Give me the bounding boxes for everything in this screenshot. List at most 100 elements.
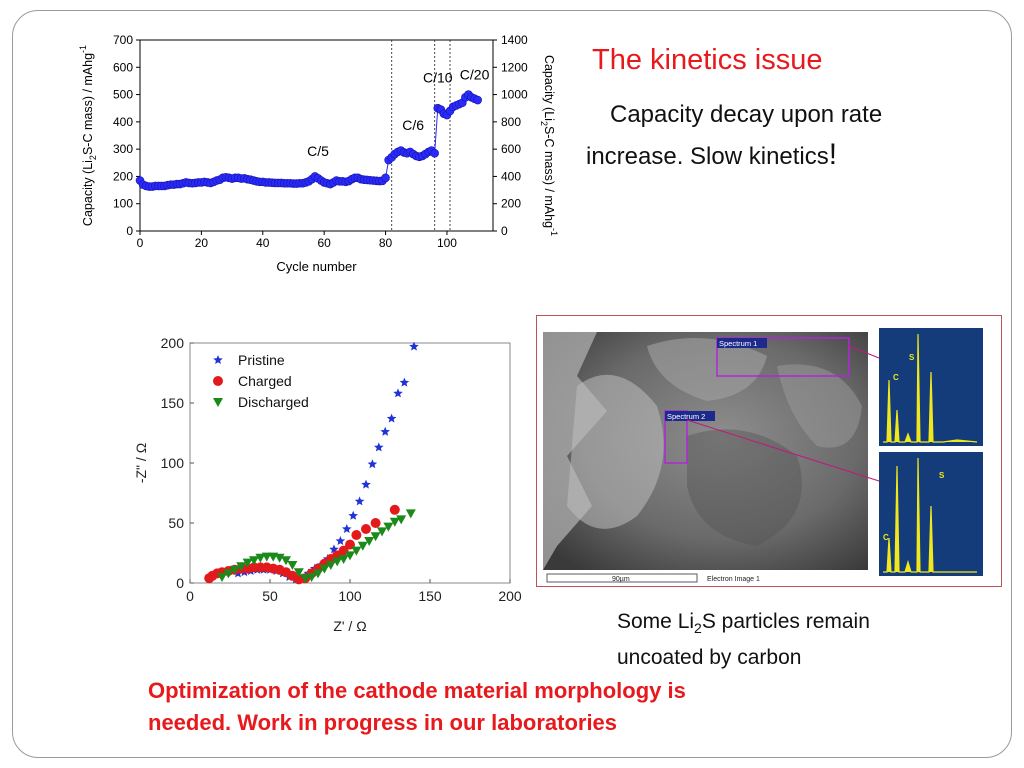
discharged-point [319, 564, 330, 574]
discharged-point [345, 551, 355, 561]
sem-shadow-region [687, 429, 802, 546]
charged-point [370, 518, 381, 528]
impedance-chart: 0 50 100 150 200 0 50 100 150 200 Pristine Charged D… [133, 335, 522, 634]
legend-charged-label: Charged [238, 373, 292, 389]
x-tick-label: 80 [379, 236, 393, 250]
legend-charged-marker [213, 376, 223, 386]
discharged-point [325, 561, 336, 570]
y-tick-label: 700 [113, 33, 133, 47]
slide-title: The kinetics issue [592, 44, 823, 76]
rate-annotation: C/5 [307, 143, 329, 159]
discharged-point [377, 527, 387, 537]
x-tick-label: 150 [418, 588, 442, 604]
x-tick-label: 60 [317, 236, 331, 250]
pristine-point [386, 413, 397, 423]
discharged-point [236, 562, 247, 572]
subtitle-line-2: increase. Slow kinetics! [586, 135, 946, 177]
pristine-point [399, 377, 410, 387]
y2-tick-label: 1000 [501, 88, 528, 102]
y-tick-label: 100 [113, 197, 133, 211]
legend-pristine-label: Pristine [238, 352, 285, 368]
edx-top-sulfur-label: S [909, 353, 915, 362]
discharged-point [306, 573, 317, 582]
x-tick-label: 50 [262, 588, 278, 604]
discharged-point [281, 556, 291, 566]
sem-particle-left [567, 374, 664, 529]
spectrum-2-label: Spectrum 2 [667, 412, 705, 421]
discharged-point [293, 568, 304, 578]
plot-frame [139, 39, 494, 232]
subtitle-line-1: Capacity decay upon rate [610, 101, 883, 128]
caption-line-1: Some Li2S particles remain [617, 607, 947, 643]
slide-subtitle: Capacity decay upon rate increase. Slow … [586, 95, 946, 177]
y-tick-label: 200 [113, 169, 133, 183]
pristine-point [367, 459, 378, 469]
capacity-point [473, 95, 482, 105]
rate-annotation: C/10 [423, 69, 453, 85]
sem-bright-region [543, 332, 607, 570]
pristine-point [361, 479, 371, 489]
discharged-point [389, 517, 400, 527]
y-right-sub: 2 [539, 121, 549, 126]
pristine-point [329, 544, 339, 554]
y2-tick-label: 800 [501, 115, 521, 129]
sem-caption: Some Li2S particles remain uncoated by c… [617, 607, 947, 672]
discharged-point [261, 552, 272, 562]
edx-bottom-sulfur-label: S [939, 471, 945, 480]
y-right-sup: -1 [549, 228, 559, 236]
conclusion-line-1: Optimization of the cathode material mor… [148, 678, 686, 703]
sem-image-label: Electron Image 1 [707, 576, 760, 583]
rate-annotation: C/20 [460, 67, 490, 83]
y-tick-label: 600 [113, 60, 133, 74]
x-tick-label: 0 [137, 236, 144, 250]
y-tick-label: 50 [168, 515, 184, 531]
discharged-point [217, 573, 227, 582]
sem-scale-strip [543, 572, 868, 584]
capacity-cycle-chart: 0 20 40 60 80 1000100200300400500600700020040… [78, 33, 559, 274]
y-tick-label: 400 [113, 115, 133, 129]
charged-point [389, 504, 400, 515]
capacity-point [430, 148, 439, 158]
y-tick-label: 100 [161, 455, 185, 471]
y-left-sup: -1 [78, 45, 88, 53]
x-tick-label: 200 [498, 588, 522, 604]
discharged-point [364, 537, 375, 546]
discharged-point [223, 569, 234, 579]
y-axis-label-right: Capacity (Li2S-C mass) / mAhg-1 [539, 55, 559, 236]
x-tick-label: 0 [186, 588, 194, 604]
caption-line-2: uncoated by carbon [617, 646, 802, 670]
y-tick-label: 150 [161, 395, 185, 411]
rate-annotation: C/6 [402, 117, 424, 133]
pristine-point [354, 496, 365, 506]
edx-spectrum-bottom: C S [879, 452, 983, 576]
y-tick-label: 300 [113, 142, 133, 156]
sem-edx-image: Spectrum 1 Spectrum 2 90µm Electron Imag… [536, 315, 1002, 587]
discharged-point [338, 555, 349, 564]
y-left-part2: S-C mass) / mAhg [81, 53, 95, 155]
y-left-sub: 2 [88, 155, 98, 160]
pristine-point [374, 442, 384, 452]
x-tick-label: 40 [256, 236, 270, 250]
spectrum-2-tag [665, 411, 715, 421]
discharged-point [405, 509, 416, 519]
sem-scale-bar [546, 573, 698, 583]
edx-top-carbon-label: C [893, 373, 899, 382]
y2-tick-label: 1400 [501, 33, 528, 47]
y2-tick-label: 600 [501, 142, 521, 156]
discharged-point [383, 522, 394, 532]
pristine-point [380, 426, 390, 436]
discharged-point [313, 569, 323, 579]
discharged-point [332, 557, 343, 567]
subtitle-line-2-text: increase. Slow kinetics [586, 143, 829, 170]
discharged-point [242, 558, 253, 568]
y-axis-label-left: Capacity (Li2S-C mass) / mAhg-1 [78, 45, 98, 226]
discharged-point [370, 532, 381, 542]
discharged-point [300, 574, 311, 584]
discharged-point [396, 515, 407, 525]
edx-bottom-trace [883, 457, 977, 573]
caption-post: S particles remain [701, 610, 870, 633]
discharged-point [229, 565, 240, 575]
edx-spectrum-top: C S [879, 328, 983, 446]
x-axis-label: Z' / Ω [333, 618, 366, 634]
pristine-point [342, 524, 352, 533]
